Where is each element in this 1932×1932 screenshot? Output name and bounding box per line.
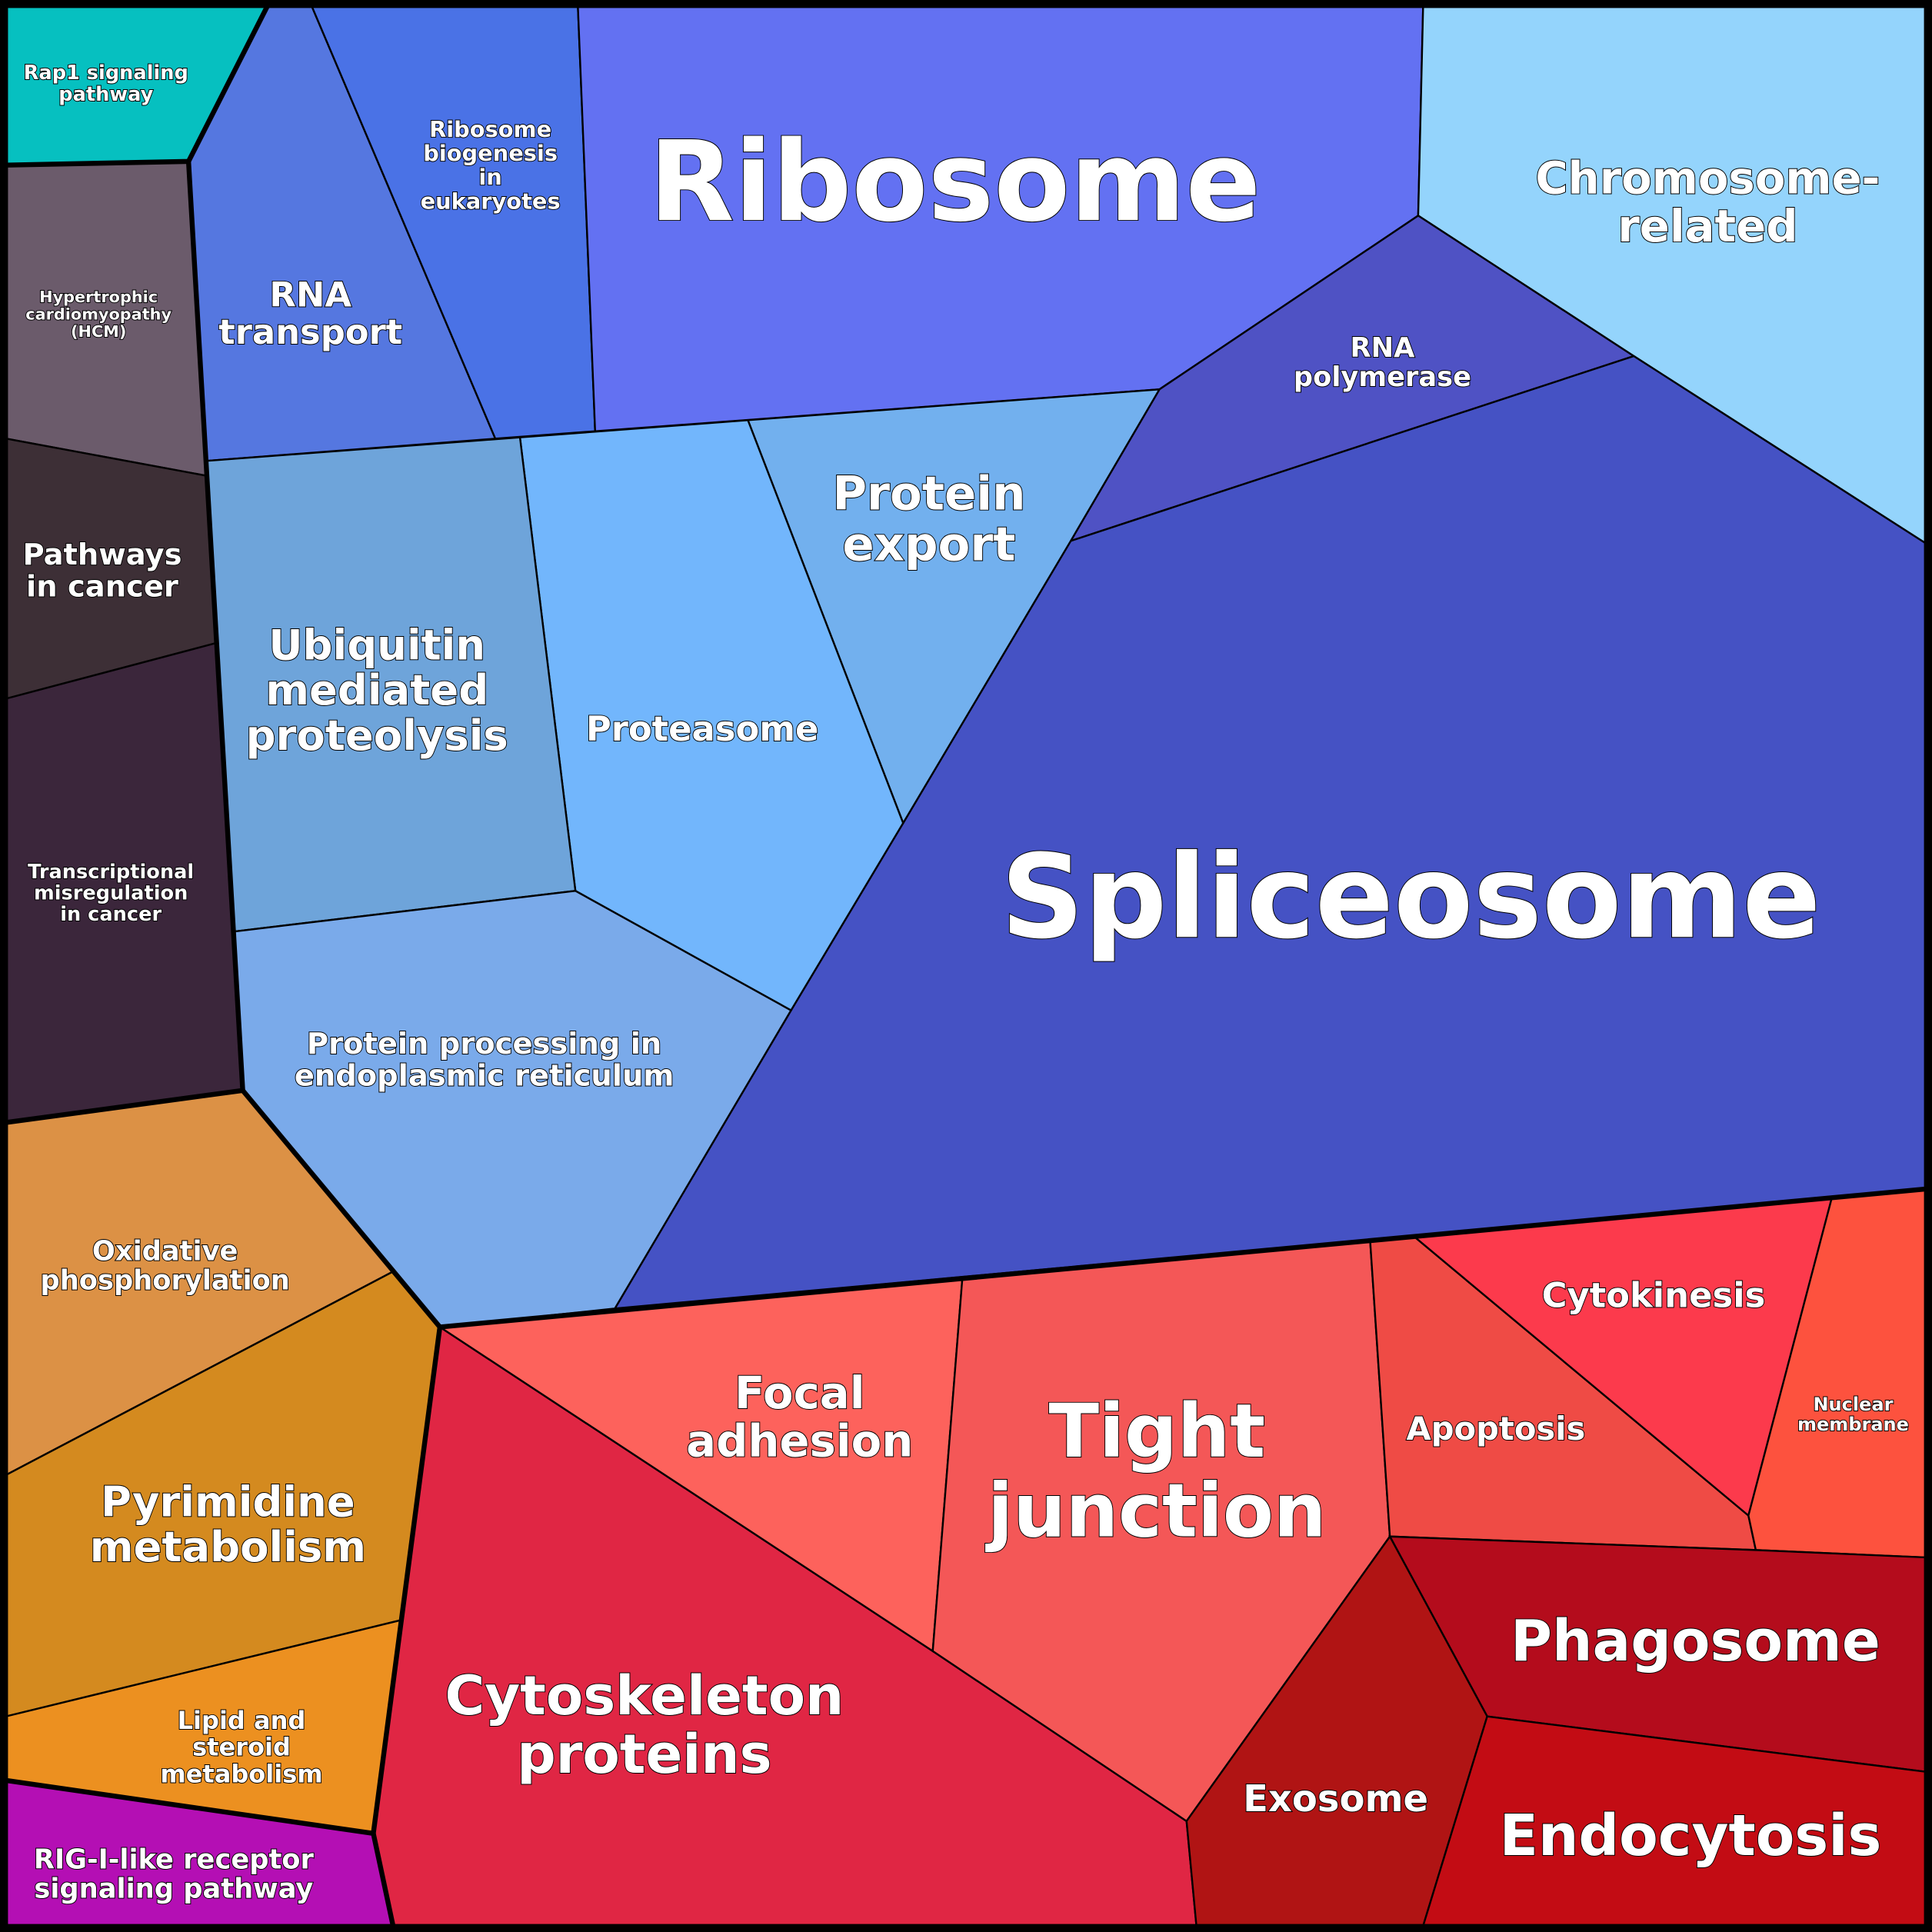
label-line: (HCM) xyxy=(71,322,126,341)
label-line: Exosome xyxy=(1243,1777,1428,1820)
cell-label-rna-polymerase: RNA polymerase xyxy=(1294,331,1471,392)
label-line: metabolism xyxy=(160,1759,322,1788)
label-line: endoplasmic reticulum xyxy=(295,1058,675,1093)
label-line: proteolysis xyxy=(246,711,508,760)
label-line: Endocytosis xyxy=(1500,1804,1882,1869)
cell-label-chromosome: Chromosome-related xyxy=(1535,152,1880,252)
cell-label-phagosome: Phagosome xyxy=(1511,1608,1880,1674)
label-line: Rap1 signaling xyxy=(24,62,188,85)
cell-label-cytokinesis: Cytokinesis xyxy=(1542,1274,1766,1315)
cell-label-spliceosome: Spliceosome xyxy=(1001,829,1820,964)
label-line: phosphorylation xyxy=(40,1264,289,1296)
group-boundary xyxy=(5,1088,443,1837)
label-line: Nuclear xyxy=(1813,1394,1893,1415)
label-line: Ubiquitin xyxy=(268,620,485,669)
label-line: Ribosome xyxy=(429,116,551,142)
label-line: mediated xyxy=(265,665,488,715)
group-boundary xyxy=(371,1833,396,1927)
cell-label-ribosome: Ribosome xyxy=(649,118,1261,247)
label-line: polymerase xyxy=(1294,361,1471,393)
label-line: Pyrimidine xyxy=(101,1477,355,1526)
cell-label-rna-transport: RNA transport xyxy=(218,274,402,351)
cell-label-apoptosis: Apoptosis xyxy=(1406,1409,1585,1447)
label-line: Spliceosome xyxy=(1001,829,1820,964)
label-line: Lipid and xyxy=(178,1706,306,1735)
cell-label-rig-i: RIG-I-like receptor signaling pathway xyxy=(34,1844,315,1904)
label-line: Protein xyxy=(832,466,1025,521)
label-line: in cancer xyxy=(26,569,178,604)
cell-label-protein-export: Protein export xyxy=(832,466,1025,571)
cell-label-cytoskeleton: Cytoskeleton proteins xyxy=(445,1664,844,1786)
cell-label-hcm: Hypertrophic cardiomyopathy (HCM) xyxy=(25,288,172,341)
cell-label-endocytosis: Endocytosis xyxy=(1500,1804,1882,1869)
label-line: metabolism xyxy=(90,1522,366,1571)
cell-label-tight-junction: Tight junction xyxy=(984,1388,1326,1554)
label-line: Phagosome xyxy=(1511,1608,1880,1674)
cell-label-protein-processing: Protein processing in endoplasmic reticul… xyxy=(295,1026,675,1093)
cell-label-transcriptional: Transcriptional misregulation in cancer xyxy=(28,861,194,926)
label-line: steroid xyxy=(192,1733,291,1762)
cell-label-ribosome-biogenesis: Ribosome biogenesis in eukaryotes xyxy=(421,116,561,214)
cell-label-focal-adhesion: Focal adhesion xyxy=(686,1367,913,1467)
label-line: Cytoskeleton xyxy=(445,1664,844,1727)
label-line: eukaryotes xyxy=(421,188,561,214)
cell-label-nuclear-membrane: Nuclear membrane xyxy=(1797,1394,1909,1435)
label-line: misregulation xyxy=(34,881,188,904)
label-line: Protein processing in xyxy=(307,1026,661,1061)
cell-label-ubiquitin: Ubiquitin mediated proteolysis xyxy=(246,620,508,760)
label-line: cardiomyopathy xyxy=(25,305,172,324)
label-line: RIG-I-like receptor xyxy=(34,1844,315,1875)
cell-label-exosome: Exosome xyxy=(1243,1777,1428,1820)
label-line: RNA xyxy=(269,274,351,315)
label-line: in cancer xyxy=(60,903,162,926)
label-line: biogenesis xyxy=(423,140,558,166)
label-line: Pathways xyxy=(22,537,182,571)
label-line: Hypertrophic xyxy=(39,288,158,306)
label-line: junction xyxy=(984,1468,1326,1554)
label-line: Tight xyxy=(1048,1388,1265,1474)
label-line: membrane xyxy=(1797,1414,1909,1435)
label-line: Cytokinesis xyxy=(1542,1274,1766,1315)
label-line: proteins xyxy=(517,1723,771,1786)
group-boundary xyxy=(439,1186,1927,1330)
cell-label-rap1: Rap1 signaling pathway xyxy=(24,62,188,106)
cell-label-pyrimidine: Pyrimidine metabolism xyxy=(90,1477,366,1571)
label-line: Chromosome- xyxy=(1535,152,1880,205)
label-line: related xyxy=(1617,200,1797,252)
label-line: Proteasome xyxy=(586,708,819,748)
cell-label-pathways-cancer: Pathways in cancer xyxy=(22,537,182,604)
cell-label-lipid: Lipid and steroid metabolism xyxy=(160,1706,322,1788)
label-line: Oxidative xyxy=(92,1235,238,1267)
label-line: in xyxy=(478,164,501,190)
cell-label-oxidative: Oxidative phosphorylation xyxy=(40,1235,289,1296)
label-line: export xyxy=(842,517,1015,571)
label-line: Ribosome xyxy=(649,118,1261,247)
label-line: RNA xyxy=(1351,331,1416,363)
cell-label-proteasome: Proteasome xyxy=(586,708,819,748)
label-line: Apoptosis xyxy=(1406,1409,1585,1447)
label-line: Focal xyxy=(734,1367,865,1419)
label-line: signaling pathway xyxy=(34,1873,313,1904)
label-line: pathway xyxy=(58,83,153,106)
label-line: transport xyxy=(218,311,402,352)
label-line: adhesion xyxy=(686,1414,913,1467)
label-line: Transcriptional xyxy=(28,861,194,884)
